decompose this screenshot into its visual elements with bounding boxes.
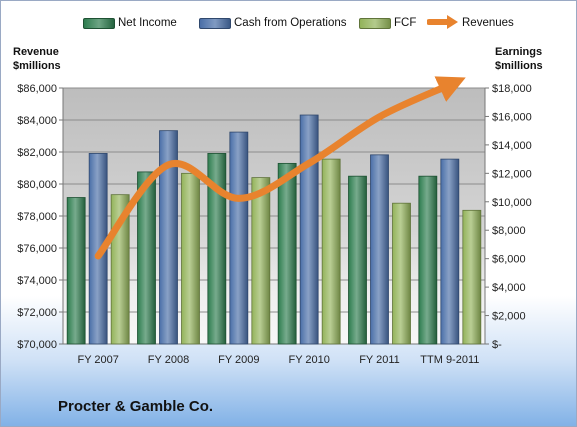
legend-swatch-fcf [359,18,391,29]
bar-fcf-fy-2009 [251,177,271,345]
bar-cash-from-operations-fy-2011 [370,154,389,345]
x-tick-label-fy-2011: FY 2011 [359,354,400,366]
right-tick-label: $14,000 [492,140,532,152]
bar-fcf-fy-2008 [181,172,200,345]
right-tick-label: $18,000 [492,83,532,95]
right-axis-title-line2: $millions [495,60,543,72]
right-tick-label: $16,000 [492,111,532,123]
legend-arrow-icon [427,15,458,29]
left-tick-label: $76,000 [17,243,57,255]
right-tick-label: $12,000 [492,168,532,180]
bar-net-income-fy-2010 [277,162,297,345]
left-tick-label: $86,000 [17,83,57,95]
bar-net-income-fy-2007 [66,197,86,345]
left-tick-label: $70,000 [17,339,57,351]
bar-cash-from-operations-ttm-9-2011 [440,158,460,345]
left-tick-label: $72,000 [17,307,57,319]
left-axis-title-line2: $millions [13,60,61,72]
bar-fcf-ttm-9-2011 [462,209,482,345]
x-tick-label-fy-2009: FY 2009 [218,354,259,366]
x-tick-label-fy-2007: FY 2007 [77,354,118,366]
bar-net-income-fy-2008 [137,171,156,345]
line-revenues [94,76,466,260]
legend-label-fcf: FCF [394,17,417,29]
left-axis-title-line1: Revenue [13,46,59,58]
bar-net-income-fy-2009 [207,153,227,345]
legend-swatch-net-income [83,18,115,29]
right-axis-title-line1: Earnings [495,46,543,58]
bar-net-income-ttm-9-2011 [418,175,438,345]
legend-swatch-cash-from-operations [199,18,231,29]
bar-net-income-fy-2011 [348,175,367,345]
legend-label-net-income: Net Income [118,17,177,29]
left-tick-label: $82,000 [17,147,57,159]
legend-label-cash-from-operations: Cash from Operations [234,17,347,29]
x-tick-label-fy-2008: FY 2008 [148,354,189,366]
right-tick-label: $2,000 [492,311,526,323]
x-tick-label-ttm-9-2011: TTM 9-2011 [420,354,479,366]
right-axis-title: Earnings $millions [495,45,543,73]
right-tick-label: $10,000 [492,197,532,209]
right-tick-label: $6,000 [492,254,526,266]
bar-cash-from-operations-fy-2009 [229,131,249,345]
bar-cash-from-operations-fy-2010 [299,114,319,345]
left-tick-label: $78,000 [17,211,57,223]
left-axis-title: Revenue $millions [13,45,61,73]
right-tick-label: $8,000 [492,225,526,237]
left-tick-label: $74,000 [17,275,57,287]
chart-title: Procter & Gamble Co. [58,398,214,415]
bar-fcf-fy-2011 [392,202,411,345]
right-tick-label: $4,000 [492,282,526,294]
right-tick-label: $- [492,339,502,351]
legend-label-revenues: Revenues [462,17,514,29]
x-tick-label-fy-2010: FY 2010 [288,354,329,366]
left-tick-label: $80,000 [17,179,57,191]
left-tick-label: $84,000 [17,115,57,127]
bar-fcf-fy-2010 [321,158,341,345]
bar-cash-from-operations-fy-2008 [159,130,178,345]
